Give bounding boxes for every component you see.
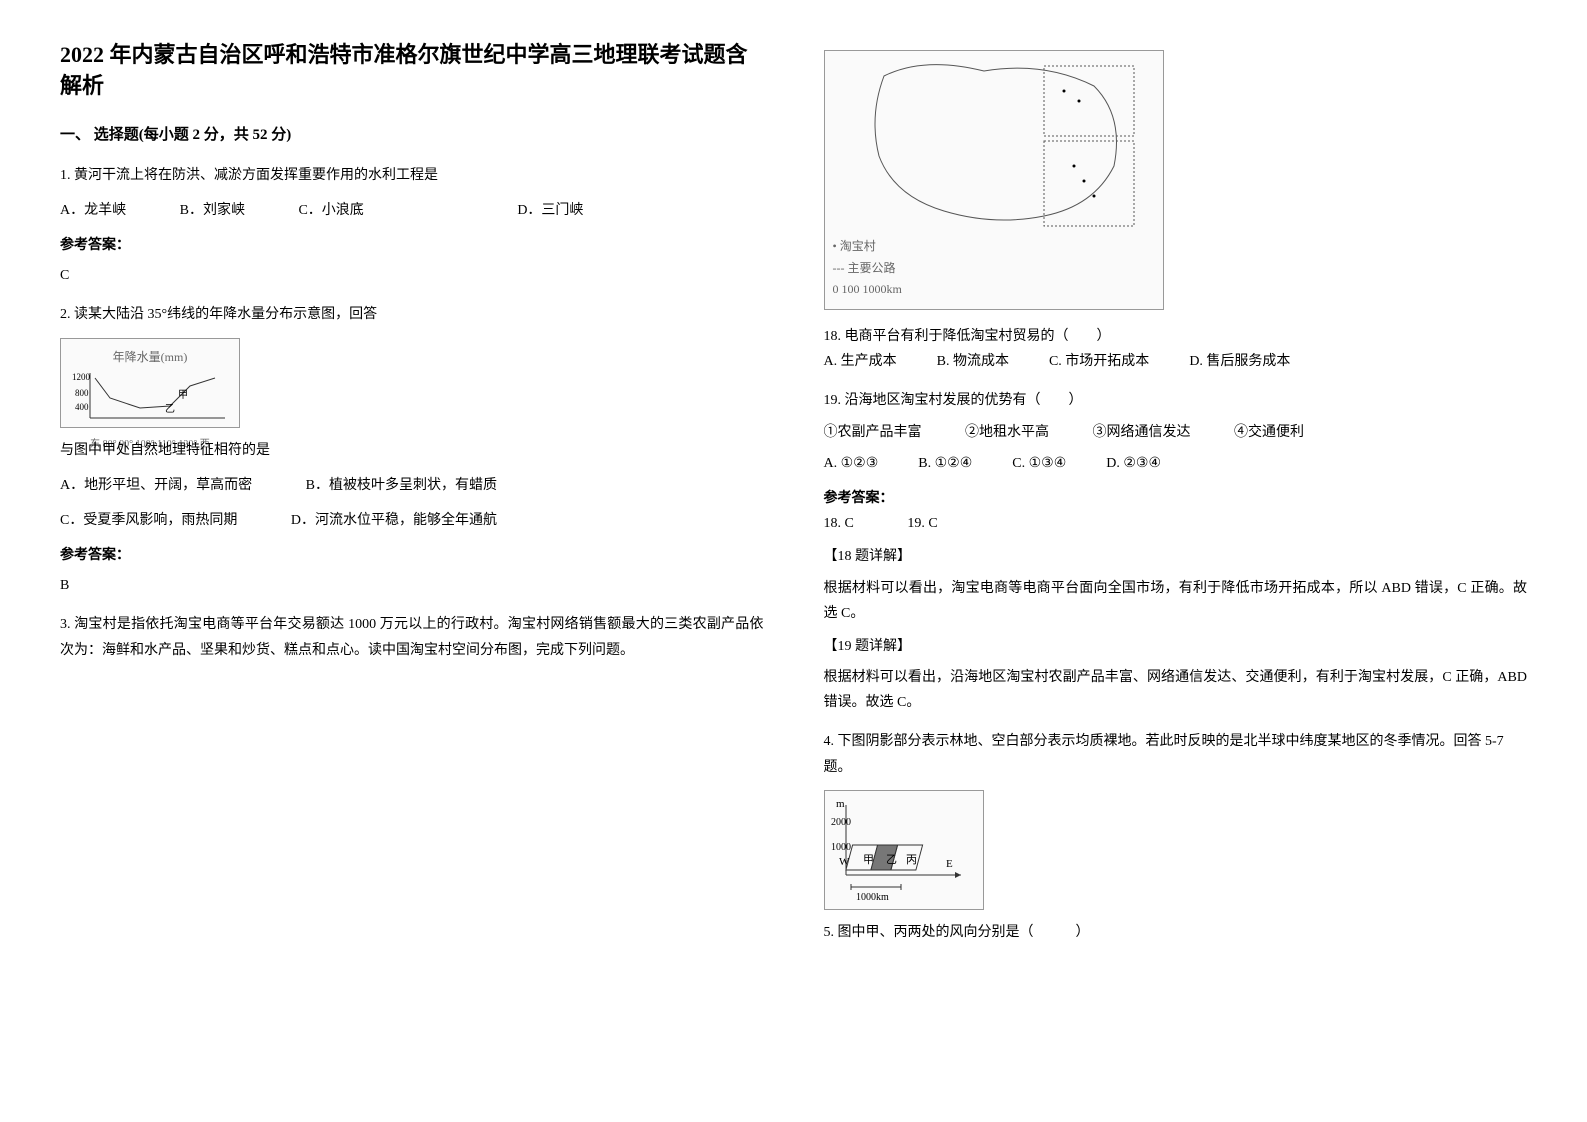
answer-label: 参考答案： bbox=[824, 486, 1528, 511]
option-b: B．刘家峡 bbox=[180, 198, 245, 223]
y-tick-2000: 2000 bbox=[831, 817, 851, 828]
legend-dot: • 淘宝村 bbox=[833, 236, 1155, 258]
question-options: A. ①②③ B. ①②④ C. ①③④ D. ②③④ bbox=[824, 451, 1528, 476]
svg-text:甲: 甲 bbox=[863, 854, 874, 866]
question-text: 2. 读某大陆沿 35°纬线的年降水量分布示意图，回答 bbox=[60, 302, 764, 327]
legend-scale: 0 100 1000km bbox=[833, 279, 1155, 301]
svg-text:m: m bbox=[836, 798, 845, 810]
option-c: C．受夏季风影响，雨热同期 bbox=[60, 508, 237, 533]
diagram-svg: m 2000 1000 W 甲 乙 丙 E bbox=[831, 795, 977, 905]
option-b: B. ①②④ bbox=[918, 451, 972, 476]
option-b: B．植被枝叶多呈刺状，有蜡质 bbox=[306, 473, 497, 498]
legend-line: --- 主要公路 bbox=[833, 258, 1155, 280]
question-text: 18. 电商平台有利于降低淘宝村贸易的（ ） bbox=[824, 324, 1528, 349]
terrain-diagram: m 2000 1000 W 甲 乙 丙 E bbox=[824, 790, 984, 910]
question-18: 18. 电商平台有利于降低淘宝村贸易的（ ） A. 生产成本 B. 物流成本 C… bbox=[824, 324, 1528, 374]
answer-value: C bbox=[60, 263, 764, 288]
svg-text:W: W bbox=[839, 856, 850, 868]
left-column: 2022 年内蒙古自治区呼和浩特市准格尔旗世纪中学高三地理联考试题含解析 一、 … bbox=[60, 40, 764, 955]
option-d: D．河流水位平稳，能够全年通航 bbox=[291, 508, 497, 533]
china-map: • 淘宝村 --- 主要公路 0 100 1000km bbox=[824, 50, 1164, 310]
option-b: B. 物流成本 bbox=[937, 349, 1009, 374]
answer-value: B bbox=[60, 573, 764, 598]
question-subtext: 与图中甲处自然地理特征相符的是 bbox=[60, 438, 764, 463]
question-4: 4. 下图阴影部分表示林地、空白部分表示均质裸地。若此时反映的是北半球中纬度某地… bbox=[824, 729, 1528, 945]
option-c: C. 市场开拓成本 bbox=[1049, 349, 1149, 374]
option-d: D. ②③④ bbox=[1106, 451, 1161, 476]
question-19: 19. 沿海地区淘宝村发展的优势有（ ） ①农副产品丰富 ②地租水平高 ③网络通… bbox=[824, 388, 1528, 476]
question-2: 2. 读某大陆沿 35°纬线的年降水量分布示意图，回答 年降水量(mm) 120… bbox=[60, 302, 764, 598]
map-legend: • 淘宝村 --- 主要公路 0 100 1000km bbox=[833, 236, 1155, 301]
question-3-intro: 3. 淘宝村是指依托淘宝电商等平台年交易额达 1000 万元以上的行政村。淘宝村… bbox=[60, 612, 764, 662]
question-5-text: 5. 图中甲、丙两处的风向分别是（ ） bbox=[824, 920, 1528, 945]
exam-title: 2022 年内蒙古自治区呼和浩特市准格尔旗世纪中学高三地理联考试题含解析 bbox=[60, 40, 764, 102]
explanation-19: 根据材料可以看出，沿海地区淘宝村农副产品丰富、网络通信发达、交通便利，有利于淘宝… bbox=[824, 665, 1528, 715]
answer-18: 18. C bbox=[824, 516, 854, 531]
map-svg bbox=[844, 46, 1144, 236]
svg-text:1200: 1200 bbox=[72, 372, 91, 382]
sub-4: ④交通便利 bbox=[1234, 420, 1304, 445]
question-text: 1. 黄河干流上将在防洪、减淤方面发挥重要作用的水利工程是 bbox=[60, 163, 764, 188]
precipitation-chart: 年降水量(mm) 1200 800 400 甲 乙 东 80° 90° 100°… bbox=[60, 338, 240, 428]
answer-19: 19. C bbox=[907, 516, 937, 531]
explanation-18-title: 【18 题详解】 bbox=[824, 544, 1528, 569]
question-options: A．地形平坦、开阔，草高而密 B．植被枝叶多呈刺状，有蜡质 C．受夏季风影响，雨… bbox=[60, 473, 764, 533]
option-a: A. 生产成本 bbox=[824, 349, 897, 374]
question-1: 1. 黄河干流上将在防洪、减淤方面发挥重要作用的水利工程是 A．龙羊峡 B．刘家… bbox=[60, 163, 764, 289]
question-text: 4. 下图阴影部分表示林地、空白部分表示均质裸地。若此时反映的是北半球中纬度某地… bbox=[824, 729, 1528, 779]
svg-text:乙: 乙 bbox=[886, 853, 897, 866]
svg-text:E: E bbox=[946, 858, 953, 870]
sub-3: ③网络通信发达 bbox=[1093, 420, 1191, 445]
y-tick-1000: 1000 bbox=[831, 842, 851, 853]
option-a: A．龙羊峡 bbox=[60, 198, 126, 223]
option-c: C. ①③④ bbox=[1012, 451, 1066, 476]
question-intro-text: 3. 淘宝村是指依托淘宝电商等平台年交易额达 1000 万元以上的行政村。淘宝村… bbox=[60, 612, 764, 662]
explanation-19-title: 【19 题详解】 bbox=[824, 634, 1528, 659]
svg-text:乙: 乙 bbox=[165, 403, 175, 415]
sub-options: ①农副产品丰富 ②地租水平高 ③网络通信发达 ④交通便利 bbox=[824, 420, 1528, 445]
answers-row: 18. C 19. C bbox=[824, 511, 1528, 536]
option-d: D. 售后服务成本 bbox=[1189, 349, 1290, 374]
section-heading: 一、 选择题(每小题 2 分，共 52 分) bbox=[60, 122, 764, 149]
answer-label: 参考答案： bbox=[60, 543, 764, 568]
explanation-18: 根据材料可以看出，淘宝电商等电商平台面向全国市场，有利于降低市场开拓成本，所以 … bbox=[824, 576, 1528, 626]
option-a: A. ①②③ bbox=[824, 451, 879, 476]
question-options: A．龙羊峡 B．刘家峡 C．小浪底 D．三门峡 bbox=[60, 198, 764, 223]
svg-text:1000km: 1000km bbox=[856, 892, 889, 903]
chart-ylabel: 年降水量(mm) bbox=[69, 347, 231, 369]
sub-2: ②地租水平高 bbox=[965, 420, 1049, 445]
question-text: 19. 沿海地区淘宝村发展的优势有（ ） bbox=[824, 388, 1528, 413]
option-c: C．小浪底 bbox=[298, 198, 363, 223]
option-a: A．地形平坦、开阔，草高而密 bbox=[60, 473, 252, 498]
right-column: • 淘宝村 --- 主要公路 0 100 1000km 18. 电商平台有利于降… bbox=[824, 40, 1528, 955]
svg-text:800: 800 bbox=[75, 388, 89, 398]
answer-label: 参考答案： bbox=[60, 233, 764, 258]
chart-svg: 1200 800 400 甲 乙 bbox=[70, 368, 230, 428]
sub-1: ①农副产品丰富 bbox=[824, 420, 922, 445]
svg-text:丙: 丙 bbox=[906, 854, 917, 866]
question-options: A. 生产成本 B. 物流成本 C. 市场开拓成本 D. 售后服务成本 bbox=[824, 349, 1528, 374]
option-d: D．三门峡 bbox=[517, 198, 583, 223]
page-container: 2022 年内蒙古自治区呼和浩特市准格尔旗世纪中学高三地理联考试题含解析 一、 … bbox=[60, 40, 1527, 955]
svg-text:甲: 甲 bbox=[178, 390, 188, 401]
svg-text:400: 400 bbox=[75, 402, 89, 412]
